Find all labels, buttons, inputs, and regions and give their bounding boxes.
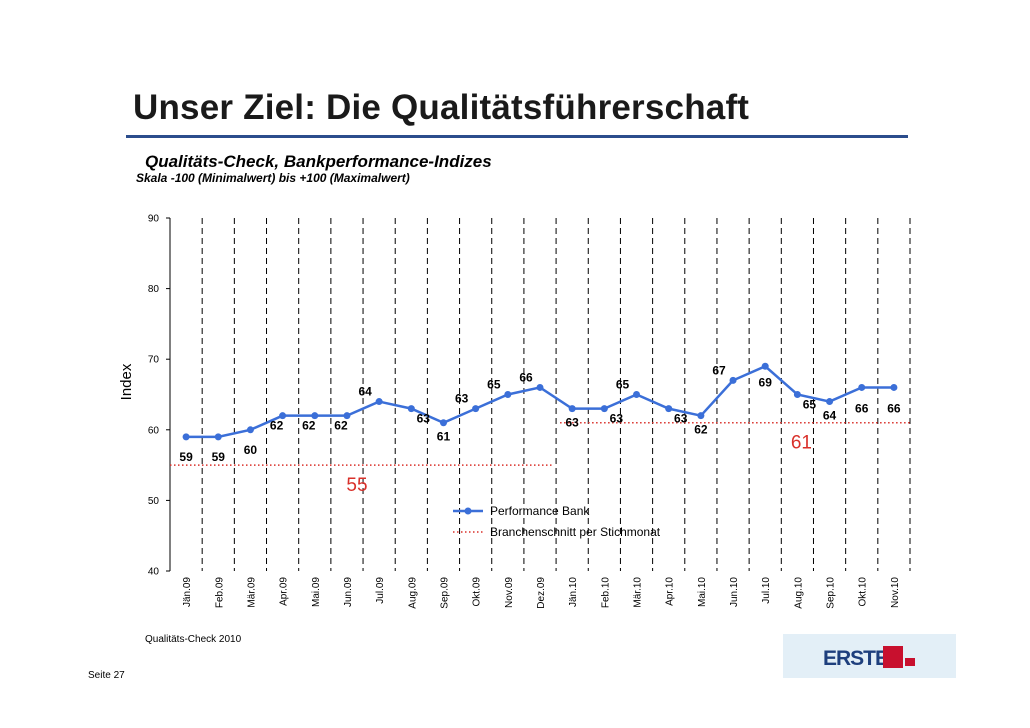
source-note: Qualitäts-Check 2010 bbox=[145, 634, 242, 645]
data-label: 62 bbox=[302, 419, 316, 433]
page-number: Seite 27 bbox=[88, 670, 125, 681]
legend-series-marker bbox=[464, 507, 472, 515]
data-label: 63 bbox=[674, 412, 688, 426]
y-tick-label: 40 bbox=[148, 567, 160, 578]
axes: 40 50 60 70 80 90 Index Jän.09 Feb.09 Mär.09 Apr.0… bbox=[118, 214, 901, 609]
x-tick-label: Aug.09 bbox=[407, 577, 418, 609]
legend-benchmark-label: Branchenschnitt per Stichmonat bbox=[490, 525, 661, 539]
data-label: 69 bbox=[759, 375, 773, 389]
data-point bbox=[439, 419, 447, 427]
y-tick-label: 50 bbox=[148, 496, 160, 507]
data-label: 59 bbox=[179, 450, 193, 464]
series-line bbox=[186, 364, 894, 439]
y-tick-label: 60 bbox=[148, 425, 160, 436]
data-point bbox=[826, 398, 834, 406]
x-tick-label: Feb.10 bbox=[600, 577, 611, 609]
x-tick-label: Jul.09 bbox=[375, 577, 386, 604]
performance-series bbox=[182, 362, 898, 441]
data-label: 61 bbox=[437, 430, 451, 444]
logo-symbol-icon bbox=[883, 646, 903, 668]
x-tick-label: Mai.09 bbox=[311, 577, 322, 607]
logo-wordmark: ERSTE bbox=[823, 647, 889, 670]
data-labels: 55 61 59 59 60 62 62 62 64 63 61 63 65 66 63 63 65 63 62 67… bbox=[179, 363, 900, 496]
data-point bbox=[182, 433, 190, 441]
data-label: 64 bbox=[823, 409, 837, 423]
x-tick-label: Mai.10 bbox=[697, 577, 708, 607]
grid-lines bbox=[201, 218, 911, 571]
x-tick-label: Nov.09 bbox=[504, 577, 515, 608]
x-tick-label: Aug.10 bbox=[793, 577, 804, 609]
chart-legend: Performance Bank Branchenschnitt per Stic… bbox=[453, 504, 661, 539]
x-tick-label: Nov.10 bbox=[890, 577, 901, 608]
data-point bbox=[600, 405, 608, 413]
x-tick-label: Jun.09 bbox=[343, 577, 354, 607]
data-point bbox=[279, 412, 287, 420]
x-tick-label: Apr.09 bbox=[279, 577, 290, 606]
data-point bbox=[665, 405, 673, 413]
data-point bbox=[504, 391, 512, 398]
x-tick-label: Apr.10 bbox=[665, 577, 676, 606]
data-point bbox=[472, 405, 480, 413]
x-tick-label: Sep.09 bbox=[439, 577, 450, 609]
data-label: 63 bbox=[417, 412, 431, 426]
title-divider bbox=[126, 135, 908, 138]
x-tick-label: Okt.09 bbox=[472, 577, 483, 607]
data-label: 62 bbox=[270, 419, 284, 433]
y-tick-label: 70 bbox=[148, 355, 160, 366]
data-point bbox=[890, 383, 898, 391]
data-point bbox=[536, 383, 544, 391]
x-tick-label: Jul.10 bbox=[761, 577, 772, 604]
page-title: Unser Ziel: Die Qualitätsführerschaft bbox=[133, 88, 750, 127]
data-point bbox=[311, 412, 319, 420]
data-point bbox=[697, 412, 705, 420]
data-point bbox=[761, 362, 769, 370]
x-tick-label: Okt.10 bbox=[858, 577, 869, 607]
x-tick-label: Mär.09 bbox=[246, 577, 257, 608]
data-label: 62 bbox=[334, 419, 348, 433]
data-label: 64 bbox=[358, 385, 372, 399]
data-point bbox=[407, 405, 415, 413]
data-point bbox=[793, 391, 801, 398]
x-tick-label: Sep.10 bbox=[826, 577, 837, 609]
y-axis-title: Index bbox=[118, 363, 135, 400]
data-label: 60 bbox=[244, 443, 258, 457]
x-tick-label: Jun.10 bbox=[729, 577, 740, 607]
data-point bbox=[375, 398, 383, 406]
x-tick-label: Mär.10 bbox=[633, 577, 644, 608]
data-point bbox=[568, 405, 576, 413]
x-tick-label: Jän.09 bbox=[182, 577, 193, 607]
x-tick-label: Jän.10 bbox=[568, 577, 579, 607]
data-label: 65 bbox=[487, 378, 501, 392]
data-label: 63 bbox=[455, 392, 469, 406]
data-point bbox=[858, 383, 866, 391]
logo-bank-mark-icon bbox=[905, 658, 915, 666]
chart-subtitle: Qualitäts-Check, Bankperformance-Indizes bbox=[145, 152, 492, 171]
data-label: 65 bbox=[803, 398, 817, 412]
benchmark-annotation: 55 bbox=[346, 475, 367, 496]
y-tick-label: 90 bbox=[148, 214, 160, 225]
legend-series-label: Performance Bank bbox=[490, 504, 590, 518]
data-point bbox=[729, 376, 737, 384]
data-point bbox=[246, 426, 254, 434]
data-label: 63 bbox=[610, 412, 624, 426]
data-label: 62 bbox=[694, 423, 708, 437]
data-label: 67 bbox=[712, 363, 726, 377]
data-label: 66 bbox=[519, 370, 533, 384]
erste-logo: ERSTE bbox=[783, 634, 956, 678]
data-label: 59 bbox=[212, 450, 226, 464]
data-label: 66 bbox=[887, 401, 901, 415]
data-label: 66 bbox=[855, 401, 869, 415]
x-tick-label: Feb.09 bbox=[214, 577, 225, 609]
data-label: 63 bbox=[565, 416, 579, 430]
data-point bbox=[214, 433, 222, 441]
x-tick-label: Dez.09 bbox=[536, 577, 547, 609]
data-label: 65 bbox=[616, 378, 630, 392]
benchmark-annotation: 61 bbox=[791, 433, 812, 454]
data-point bbox=[343, 412, 351, 420]
data-point bbox=[633, 391, 641, 398]
scale-note: Skala -100 (Minimalwert) bis +100 (Maxim… bbox=[136, 171, 410, 185]
y-tick-label: 80 bbox=[148, 284, 160, 295]
